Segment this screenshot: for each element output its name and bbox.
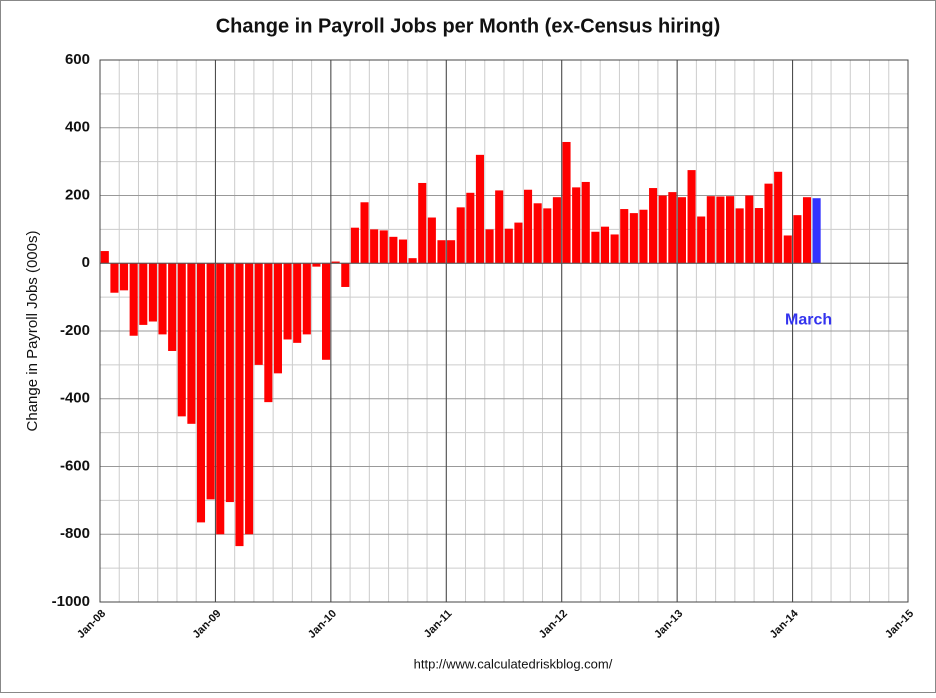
bar (802, 197, 812, 264)
bar (697, 216, 706, 264)
bar (812, 198, 821, 264)
bar (264, 263, 273, 403)
bar (379, 230, 388, 264)
y-tick-label: 0 (82, 254, 90, 271)
bar (572, 187, 581, 264)
bar (341, 263, 350, 287)
bar (370, 229, 379, 264)
y-tick-label: -200 (60, 322, 90, 339)
bar (774, 171, 783, 264)
bar (293, 263, 302, 343)
bar (793, 215, 802, 264)
bar (639, 209, 648, 264)
bar (466, 192, 475, 264)
bar (389, 236, 398, 264)
bar (273, 263, 282, 374)
bar (216, 263, 225, 535)
y-tick-label: 200 (65, 186, 90, 203)
bar (350, 227, 359, 264)
bar (148, 263, 157, 322)
bar (543, 208, 552, 264)
bar (735, 208, 744, 264)
bar (129, 263, 138, 336)
bar (331, 261, 340, 264)
bar (456, 207, 465, 264)
bar (235, 263, 244, 547)
bar (110, 263, 119, 293)
bar (158, 263, 167, 335)
bar (629, 213, 638, 264)
bar (120, 263, 129, 291)
bar (726, 196, 735, 264)
bar (206, 263, 215, 500)
bar (677, 197, 686, 264)
bar (187, 263, 196, 424)
bar (225, 263, 234, 503)
y-tick-label: -400 (60, 390, 90, 407)
bar (177, 263, 186, 417)
bar (600, 226, 610, 264)
bar (514, 222, 523, 264)
bar (447, 240, 456, 264)
y-tick-label: 600 (65, 51, 90, 68)
y-tick-label: -600 (60, 457, 90, 474)
bar (245, 263, 254, 535)
bar (668, 192, 677, 264)
bar (168, 263, 177, 351)
bar (504, 228, 513, 264)
annotation: March (785, 311, 832, 328)
bar (322, 263, 331, 360)
bar (312, 263, 321, 267)
bar (398, 239, 408, 264)
bar (360, 202, 369, 264)
bar (437, 240, 446, 264)
bar (283, 263, 292, 340)
bar (754, 208, 763, 264)
bar (495, 190, 504, 264)
bar (620, 209, 629, 264)
bar (610, 234, 619, 264)
bar (581, 181, 590, 264)
y-tick-label: -800 (60, 525, 90, 542)
bar (591, 231, 600, 264)
bar (408, 258, 417, 264)
bar (716, 196, 725, 264)
bar (254, 263, 263, 365)
bar (485, 229, 494, 264)
bar (475, 154, 484, 264)
bar (764, 183, 773, 264)
bar (524, 189, 533, 264)
bar (745, 195, 754, 264)
source: http://www.calculatedriskblog.com/ (414, 656, 613, 671)
bar (196, 263, 206, 523)
chart-title: Change in Payroll Jobs per Month (ex-Cen… (216, 15, 721, 37)
bar (649, 188, 658, 264)
plot-border (99, 59, 909, 603)
bar (139, 263, 148, 325)
bar (427, 217, 436, 264)
bar (783, 235, 792, 264)
bar (302, 263, 311, 335)
y-axis-label: Change in Payroll Jobs (000s) (24, 231, 41, 432)
bar (533, 203, 542, 264)
y-tick-label: 400 (65, 119, 90, 136)
bar (552, 197, 561, 264)
y-tick-label: -1000 (52, 593, 90, 610)
bar (658, 195, 667, 264)
bar (706, 196, 715, 264)
bar (687, 170, 696, 264)
bar (562, 141, 571, 264)
bar (418, 182, 427, 264)
bar (100, 251, 109, 264)
